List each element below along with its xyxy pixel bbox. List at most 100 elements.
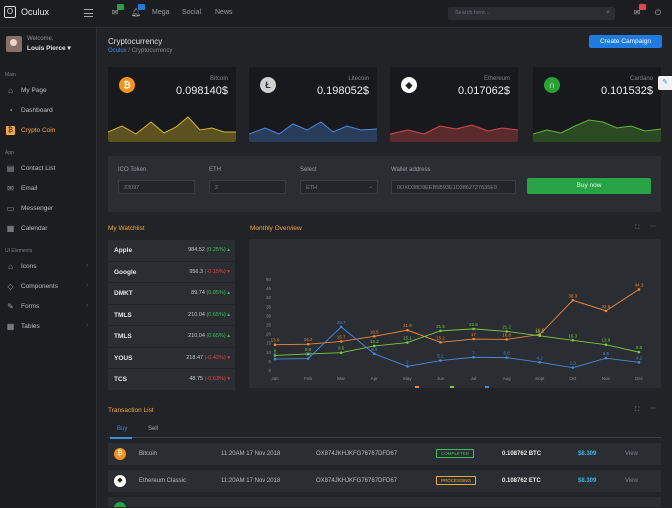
menu-toggle-icon[interactable]: [84, 9, 93, 17]
coin-card-ethereum[interactable]: ◆ Ethereum 0.017062$: [390, 67, 518, 142]
fullscreen-icon[interactable]: ⛶: [635, 225, 640, 231]
x-tick-label: Aug: [503, 376, 512, 381]
sidebar-item-my-page[interactable]: ⌂ My Page: [0, 81, 96, 99]
power-icon[interactable]: ⏻: [654, 8, 662, 17]
data-label: 9.5: [338, 346, 345, 351]
notification-icon[interactable]: ✉: [632, 4, 646, 17]
sidebar-item-crypto-coin[interactable]: ₿ Crypto Coin: [0, 121, 96, 139]
data-label: 16.3: [568, 333, 577, 338]
legend-swatch: [450, 386, 454, 390]
watchlist-row[interactable]: Apple 984.52 (0.25%) ▴: [108, 240, 235, 262]
coin-value: 0.198052$: [317, 85, 369, 97]
transaction-row[interactable]: ◆ Ethereum Classic 11:20AM 17 Nov 2018 O…: [108, 470, 661, 493]
overview-title: Monthly Overview: [250, 225, 302, 232]
bitcoin-icon: ₿: [119, 77, 135, 93]
coin-icon: [114, 502, 126, 507]
more-icon[interactable]: ⋯: [650, 224, 656, 230]
watchlist-row[interactable]: DMKT 89.74 (0.85%) ▴: [108, 283, 235, 305]
coin-name: Bitcoin: [209, 76, 228, 82]
watchlist-row[interactable]: TMLS 210.04 (0.65%) ▴: [108, 304, 235, 326]
transaction-row[interactable]: [108, 497, 661, 508]
buy-now-button[interactable]: Buy now: [527, 178, 651, 194]
change: (0.25%): [206, 247, 226, 253]
sidebar-item-components[interactable]: ◇ Components ›: [0, 277, 96, 295]
bell-icon[interactable]: 🔔︎: [131, 4, 145, 17]
coin-card-litecoin[interactable]: Ł Litecoin 0.198052$: [249, 67, 377, 142]
fullscreen-icon[interactable]: ⛶: [635, 407, 640, 413]
sidebar-item-forms[interactable]: ✎ Forms ›: [0, 297, 96, 315]
sidebar-item-icons[interactable]: ⌂ Icons ›: [0, 257, 96, 275]
watchlist-row[interactable]: TMLS 210.04 (0.65%) ▴: [108, 326, 235, 348]
x-tick-label: Feb: [304, 376, 312, 381]
data-point: [372, 335, 376, 338]
coin-card-bitcoin[interactable]: ₿ Bitcoin 0.098140$: [108, 67, 236, 142]
data-point: [472, 327, 475, 331]
price-value: 48.75: [189, 376, 204, 382]
theme-settings-icon[interactable]: ✎: [658, 76, 672, 90]
coin-card-cardano[interactable]: ∩ Cardano 0.101532$: [533, 67, 661, 142]
data-label: 17: [471, 332, 477, 337]
email-icon: ✉: [7, 183, 14, 193]
currency-select[interactable]: ETH ⌄: [300, 180, 378, 194]
data-point: [372, 344, 376, 348]
mail-icon[interactable]: ✉: [110, 4, 124, 17]
sidebar-item-tables[interactable]: ▦ Tables ›: [0, 317, 96, 335]
search-icon[interactable]: ⌕: [606, 9, 610, 16]
coin-name: Litecoin: [348, 76, 369, 82]
view-link[interactable]: View: [625, 451, 638, 457]
sidebar-item-email[interactable]: ✉ Email: [0, 179, 96, 197]
eth-input[interactable]: 2: [209, 180, 286, 194]
sidebar-item-label: Email: [21, 184, 38, 192]
data-point: [273, 354, 277, 357]
wallet-address-input[interactable]: 0OXD38D9EEB5B93E1D3862727635E9: [391, 180, 516, 194]
data-label: 16.8: [502, 332, 511, 337]
arrow-down-icon: ▾: [227, 268, 230, 275]
ethereum-icon: ◆: [401, 77, 417, 93]
sidebar-item-dashboard[interactable]: ◔ Dashboard: [0, 101, 96, 119]
search-input[interactable]: Search here... ⌕: [448, 7, 615, 20]
sidebar-item-messenger[interactable]: ▭ Messenger: [0, 199, 96, 217]
tag-icon: ⌂: [8, 261, 13, 271]
transaction-tabs: Buy Sell: [108, 425, 661, 439]
nav-social[interactable]: Social: [182, 9, 202, 16]
data-point: [339, 351, 343, 355]
brand[interactable]: O Oculux: [4, 6, 49, 18]
data-label: 21.9: [403, 323, 412, 328]
arrow-down-icon: ▾: [227, 354, 230, 361]
ico-token-input[interactable]: 23097: [118, 180, 195, 194]
avatar[interactable]: [6, 36, 22, 52]
breadcrumb-root[interactable]: Oculux: [108, 48, 127, 54]
user-name-dropdown[interactable]: Louis Pierce ▾: [27, 45, 71, 52]
data-point: [406, 365, 409, 368]
data-point: [273, 343, 277, 347]
data-point: [571, 366, 575, 369]
more-icon[interactable]: ⋯: [650, 406, 656, 412]
arrow-down-icon: ▾: [227, 376, 230, 382]
data-point: [604, 356, 608, 360]
watchlist-row[interactable]: YOUS 218.47 (-0.42%) ▾: [108, 347, 235, 369]
data-label: 4.2: [636, 355, 643, 360]
nav-mega[interactable]: Mega: [152, 9, 170, 16]
x-tick-label: Apr: [371, 376, 379, 381]
create-campaign-button[interactable]: Create Campaign: [589, 35, 662, 48]
sidebar-item-contact-list[interactable]: ▤ Contact List: [0, 159, 96, 177]
cardano-sparkline: [533, 119, 661, 142]
tab-sell[interactable]: Sell: [148, 426, 159, 432]
transaction-row[interactable]: ₿ Bitcoin 11:20AM 17 Nov 2018 OX874JKHJK…: [108, 443, 661, 466]
watchlist-row[interactable]: Google 956.3 (-0.15%) ▾: [108, 261, 235, 283]
data-point: [439, 329, 442, 333]
data-point: [439, 359, 442, 362]
coin-name: Ethereum: [483, 76, 510, 82]
user-panel: Welcome, Louis Pierce ▾: [6, 36, 71, 52]
price-value: 984.52: [188, 247, 205, 253]
tab-buy[interactable]: Buy: [109, 426, 133, 439]
data-point: [339, 340, 343, 343]
sidebar-item-label: Crypto Coin: [21, 126, 56, 134]
watchlist-row[interactable]: TCS 48.75 (-0.63%) ▾: [108, 369, 235, 391]
sidebar-item-calendar[interactable]: ▦ Calendar: [0, 219, 96, 237]
nav-news[interactable]: News: [215, 9, 233, 16]
transaction-list-title: Transaction List: [108, 407, 154, 414]
view-link[interactable]: View: [625, 478, 638, 484]
y-tick-label: 45: [266, 286, 272, 291]
data-label: 23.7: [337, 320, 346, 325]
